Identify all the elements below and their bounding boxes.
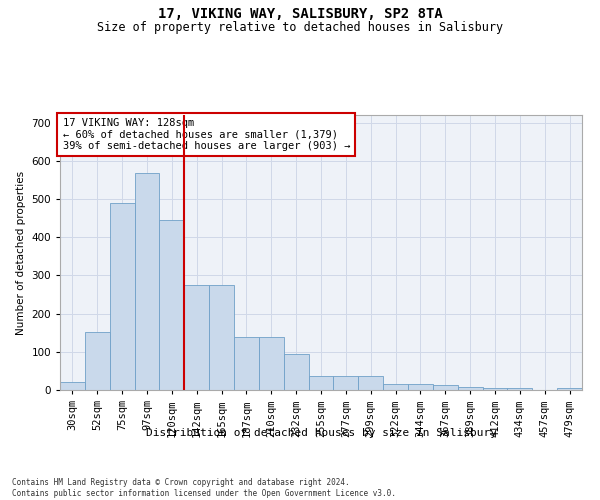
Bar [284, 354, 308, 390]
Bar [234, 336, 259, 390]
Bar [110, 203, 134, 390]
Text: 17, VIKING WAY, SALISBURY, SP2 8TA: 17, VIKING WAY, SALISBURY, SP2 8TA [158, 8, 442, 22]
Bar [482, 388, 508, 390]
Bar [458, 387, 482, 390]
Bar [85, 332, 110, 390]
Text: Contains HM Land Registry data © Crown copyright and database right 2024.
Contai: Contains HM Land Registry data © Crown c… [12, 478, 396, 498]
Bar [383, 384, 408, 390]
Text: 17 VIKING WAY: 128sqm
← 60% of detached houses are smaller (1,379)
39% of semi-d: 17 VIKING WAY: 128sqm ← 60% of detached … [62, 118, 350, 151]
Y-axis label: Number of detached properties: Number of detached properties [16, 170, 26, 334]
Text: Distribution of detached houses by size in Salisbury: Distribution of detached houses by size … [146, 428, 497, 438]
Bar [209, 285, 234, 390]
Bar [160, 220, 184, 390]
Bar [308, 376, 334, 390]
Bar [508, 388, 532, 390]
Bar [557, 388, 582, 390]
Bar [134, 174, 160, 390]
Bar [334, 376, 358, 390]
Bar [358, 376, 383, 390]
Bar [433, 385, 458, 390]
Bar [184, 285, 209, 390]
Bar [259, 336, 284, 390]
Bar [408, 384, 433, 390]
Bar [60, 382, 85, 390]
Text: Size of property relative to detached houses in Salisbury: Size of property relative to detached ho… [97, 22, 503, 35]
